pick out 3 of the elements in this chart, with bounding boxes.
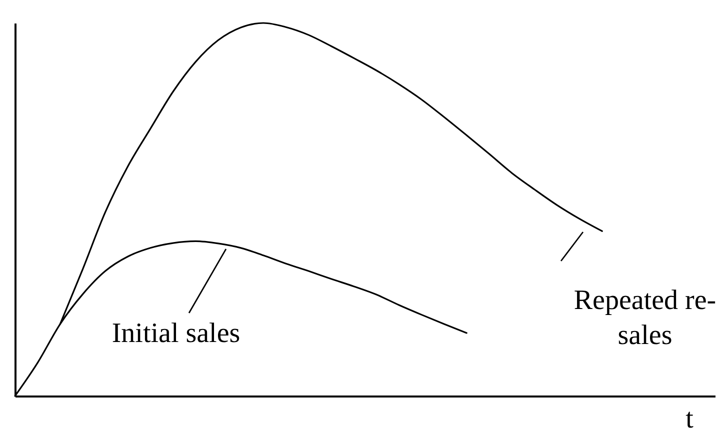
x-axis-title: t bbox=[686, 404, 694, 434]
legend-label: Repeated re-sales bbox=[574, 285, 716, 351]
legend-label: Initial sales bbox=[112, 318, 240, 349]
